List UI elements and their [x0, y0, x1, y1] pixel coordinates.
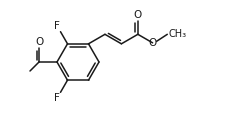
Text: O: O — [35, 37, 43, 47]
Text: F: F — [54, 21, 60, 31]
Text: O: O — [134, 10, 142, 20]
Text: CH₃: CH₃ — [168, 29, 186, 39]
Text: F: F — [54, 93, 60, 103]
Text: O: O — [149, 38, 157, 48]
